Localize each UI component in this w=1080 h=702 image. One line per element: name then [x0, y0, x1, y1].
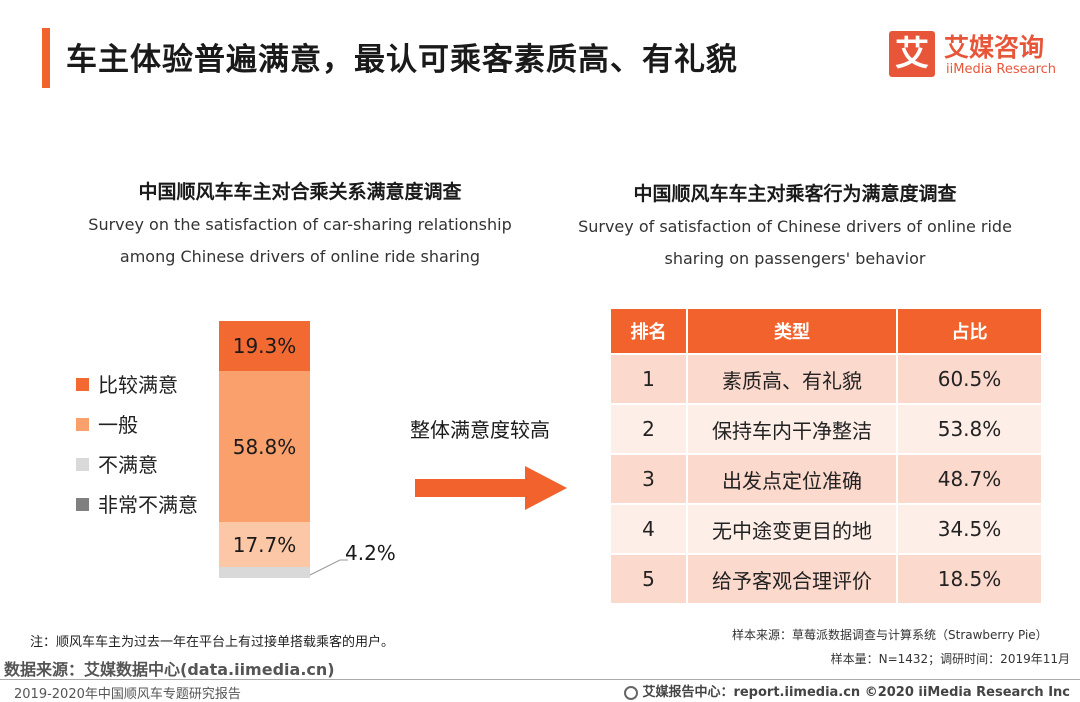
- legend-label: 非常不满意: [98, 493, 198, 517]
- table-header-row: 排名 类型 占比: [611, 309, 1041, 353]
- rank-cell: 3: [611, 453, 688, 503]
- legend-item-very-unsatisfied: 非常不满意: [76, 493, 198, 517]
- data-label-unsatisfied: 4.2%: [345, 541, 396, 565]
- bar-data-label: 19.3%: [232, 334, 297, 358]
- type-cell: 无中途变更目的地: [688, 503, 898, 553]
- legend-swatch: [76, 418, 89, 431]
- table-row: 4 无中途变更目的地 34.5%: [611, 503, 1041, 553]
- bar-data-label: 58.8%: [232, 434, 297, 459]
- right-table-title: 中国顺风车车主对乘客行为满意度调查: [633, 183, 957, 205]
- rank-cell: 2: [611, 403, 688, 453]
- table-row: 2 保持车内干净整洁 53.8%: [611, 403, 1041, 453]
- report-name: 2019-2020年中国顺风车专题研究报告: [14, 687, 241, 702]
- pct-cell: 18.5%: [898, 553, 1041, 603]
- rank-cell: 4: [611, 503, 688, 553]
- legend-label: 比较满意: [98, 373, 178, 397]
- table-row: 5 给予客观合理评价 18.5%: [611, 553, 1041, 603]
- pct-cell: 53.8%: [898, 403, 1041, 453]
- right-table-subtitle: Survey of satisfaction of Chinese driver…: [578, 217, 1012, 268]
- pct-cell: 60.5%: [898, 353, 1041, 403]
- report-center-text: 艾媒报告中心：report.iimedia.cn ©2020 iiMedia R…: [642, 685, 1070, 700]
- table-row: 1 素质高、有礼貌 60.5%: [611, 353, 1041, 403]
- type-cell: 给予客观合理评价: [688, 553, 898, 603]
- header-pct: 占比: [898, 309, 1041, 353]
- type-cell: 保持车内干净整洁: [688, 403, 898, 453]
- page-title: 车主体验普遍满意，最认可乘客素质高、有礼貌: [66, 42, 738, 78]
- legend-item-neutral: 一般: [76, 413, 138, 437]
- leader-line: [309, 559, 348, 576]
- pct-cell: 48.7%: [898, 453, 1041, 503]
- report-center: 艾媒报告中心：report.iimedia.cn ©2020 iiMedia R…: [624, 681, 1070, 700]
- bar-data-label: 17.7%: [232, 532, 297, 557]
- footnote: 注：顺风车车主为过去一年在平台上有过接单搭载乘客的用户。: [30, 635, 395, 650]
- left-chart-title: 中国顺风车车主对合乘关系满意度调查: [138, 181, 462, 203]
- rank-cell: 1: [611, 353, 688, 403]
- footer-divider: [0, 679, 1080, 680]
- legend-swatch: [76, 458, 89, 471]
- sample-size: 样本量：N=1432；调研时间：2019年11月: [830, 652, 1070, 666]
- header-type: 类型: [688, 309, 898, 353]
- legend-swatch: [76, 378, 89, 391]
- logo-text-en: iiMedia Research: [946, 62, 1057, 77]
- table-row: 3 出发点定位准确 48.7%: [611, 453, 1041, 503]
- logo-text-cn: 艾媒咨询: [944, 33, 1045, 62]
- legend-item-unsatisfied: 不满意: [76, 453, 158, 477]
- bar-segment: 58.8%: [219, 371, 310, 522]
- legend-label: 不满意: [98, 453, 158, 477]
- legend-swatch: [76, 498, 89, 511]
- title-accent-bar: [42, 28, 50, 88]
- data-source: 数据来源：艾媒数据中心(data.iimedia.cn): [4, 660, 335, 679]
- legend-label: 一般: [98, 413, 138, 437]
- rank-cell: 5: [611, 553, 688, 603]
- iimedia-logo-icon: 艾: [889, 31, 935, 77]
- sample-source: 样本来源：草莓派数据调查与计算系统（Strawberry Pie）: [732, 628, 1048, 642]
- bar-segment: 17.7%: [219, 522, 310, 567]
- pct-cell: 34.5%: [898, 503, 1041, 553]
- right-arrow-icon: [415, 466, 567, 510]
- bar-segment: [219, 567, 310, 578]
- legend-item-very-satisfied: 比较满意: [76, 373, 178, 397]
- passenger-behavior-table: 排名 类型 占比 1 素质高、有礼貌 60.5% 2 保持车内干净整洁 53.8…: [611, 309, 1041, 603]
- header-rank: 排名: [611, 309, 688, 353]
- summary-text: 整体满意度较高: [410, 418, 550, 442]
- left-chart-subtitle: Survey on the satisfaction of car-sharin…: [88, 215, 512, 266]
- bar-segment: 19.3%: [219, 321, 310, 371]
- globe-icon: [624, 685, 639, 700]
- type-cell: 素质高、有礼貌: [688, 353, 898, 403]
- type-cell: 出发点定位准确: [688, 453, 898, 503]
